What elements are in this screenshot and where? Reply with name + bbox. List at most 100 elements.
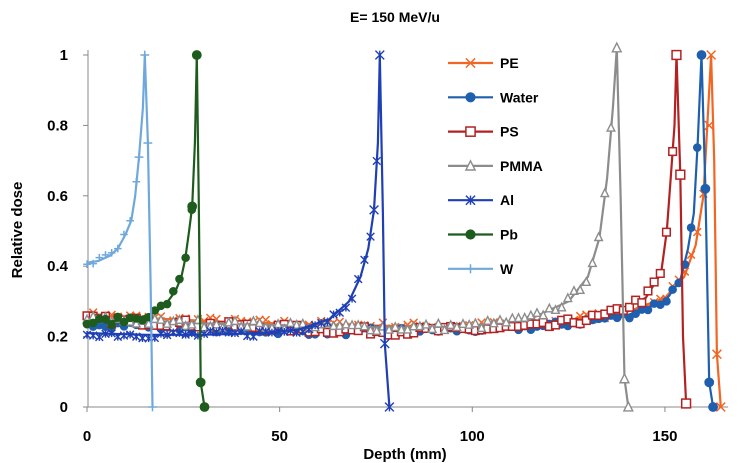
- series-line: [86, 53, 688, 404]
- marker-star: [366, 232, 375, 241]
- marker-circle: [696, 50, 707, 60]
- series-al: [82, 50, 395, 412]
- marker-circle: [465, 229, 476, 240]
- legend-label: Al: [500, 192, 514, 208]
- marker-star: [175, 328, 184, 338]
- marker-circle: [708, 402, 718, 412]
- series-line: [86, 53, 154, 408]
- legend-item-pb: Pb: [448, 227, 518, 243]
- marker-plus: [465, 264, 476, 274]
- marker-x: [704, 120, 715, 131]
- marker-star: [230, 328, 240, 338]
- marker-triangle: [285, 317, 296, 327]
- marker-star: [267, 328, 277, 337]
- marker-triangle: [556, 301, 567, 312]
- marker-triangle: [458, 318, 468, 328]
- marker-triangle: [254, 317, 265, 328]
- marker-circle: [195, 377, 206, 388]
- x-tick-label: 100: [460, 428, 485, 445]
- marker-star: [323, 317, 332, 327]
- y-tick-label: 1: [60, 47, 68, 64]
- marker-plus: [89, 259, 97, 268]
- marker-triangle: [575, 284, 586, 295]
- marker-triangle: [513, 312, 524, 323]
- marker-star: [353, 274, 363, 284]
- marker-triangle: [451, 321, 462, 332]
- marker-triangle: [439, 324, 450, 335]
- marker-star: [132, 332, 141, 341]
- marker-square: [655, 268, 665, 278]
- marker-triangle: [569, 285, 579, 295]
- marker-x: [711, 349, 722, 360]
- marker-square: [643, 286, 653, 296]
- marker-triangle: [408, 320, 419, 331]
- marker-circle: [612, 313, 622, 323]
- y-tick-label: 0.2: [47, 329, 68, 346]
- marker-triangle: [328, 320, 339, 331]
- series-pmma: [82, 41, 634, 412]
- marker-triangle: [230, 315, 240, 326]
- series-w: [83, 50, 157, 412]
- marker-triangle: [340, 318, 351, 329]
- marker-circle: [692, 143, 702, 152]
- marker-star: [310, 320, 320, 330]
- marker-triangle: [599, 187, 610, 198]
- marker-x: [706, 50, 717, 60]
- marker-circle: [187, 201, 198, 212]
- marker-triangle: [156, 314, 166, 324]
- marker-star: [218, 326, 227, 335]
- marker-plus: [126, 216, 134, 225]
- marker-star: [162, 330, 172, 340]
- x-tick-label: 0: [83, 428, 91, 445]
- marker-circle: [162, 299, 172, 309]
- marker-triangle: [242, 320, 253, 331]
- marker-circle: [113, 312, 123, 322]
- marker-triangle: [495, 314, 505, 325]
- marker-circle: [199, 402, 210, 412]
- marker-triangle: [365, 324, 376, 335]
- marker-circle: [662, 297, 671, 306]
- legend-label: W: [500, 261, 514, 277]
- marker-triangle: [149, 313, 160, 324]
- marker-star: [384, 402, 395, 412]
- marker-triangle: [587, 257, 598, 268]
- legend-label: PE: [500, 55, 519, 71]
- marker-triangle: [421, 318, 431, 329]
- marker-x: [715, 402, 726, 412]
- marker-plus: [101, 251, 110, 259]
- marker-plus: [148, 402, 157, 412]
- marker-triangle: [248, 315, 259, 326]
- series-line: [86, 53, 722, 408]
- legend-label: Pb: [500, 227, 518, 243]
- legend-item-w: W: [448, 261, 514, 277]
- marker-star: [329, 310, 338, 319]
- marker-square: [661, 227, 672, 237]
- marker-plus: [143, 138, 153, 148]
- marker-triangle: [353, 319, 364, 330]
- axes: 0 50 100 150 0 0.2 0.4 0.6 0.8 1: [47, 47, 728, 445]
- marker-triangle: [622, 400, 634, 412]
- y-tick-label: 0.4: [47, 258, 69, 275]
- series-pe: [82, 50, 726, 412]
- marker-circle: [465, 92, 476, 103]
- legend: PE Water PS PMMA Al Pb W: [448, 55, 543, 277]
- marker-plus: [95, 253, 104, 262]
- legend-item-pmma: PMMA: [448, 158, 543, 174]
- y-axis-title: Relative dose: [9, 182, 26, 279]
- marker-star: [255, 327, 264, 336]
- marker-x: [686, 250, 696, 260]
- marker-triangle: [359, 320, 370, 331]
- marker-square: [624, 302, 635, 312]
- marker-circle: [668, 285, 677, 294]
- marker-triangle: [538, 309, 549, 320]
- marker-star: [304, 325, 314, 334]
- marker-triangle: [297, 317, 308, 328]
- marker-star: [88, 331, 98, 340]
- legend-label: PMMA: [500, 158, 543, 174]
- marker-circle: [119, 317, 129, 327]
- marker-star: [95, 332, 104, 342]
- legend-item-al: Al: [448, 192, 514, 208]
- marker-plus: [114, 244, 122, 253]
- marker-triangle: [211, 318, 222, 329]
